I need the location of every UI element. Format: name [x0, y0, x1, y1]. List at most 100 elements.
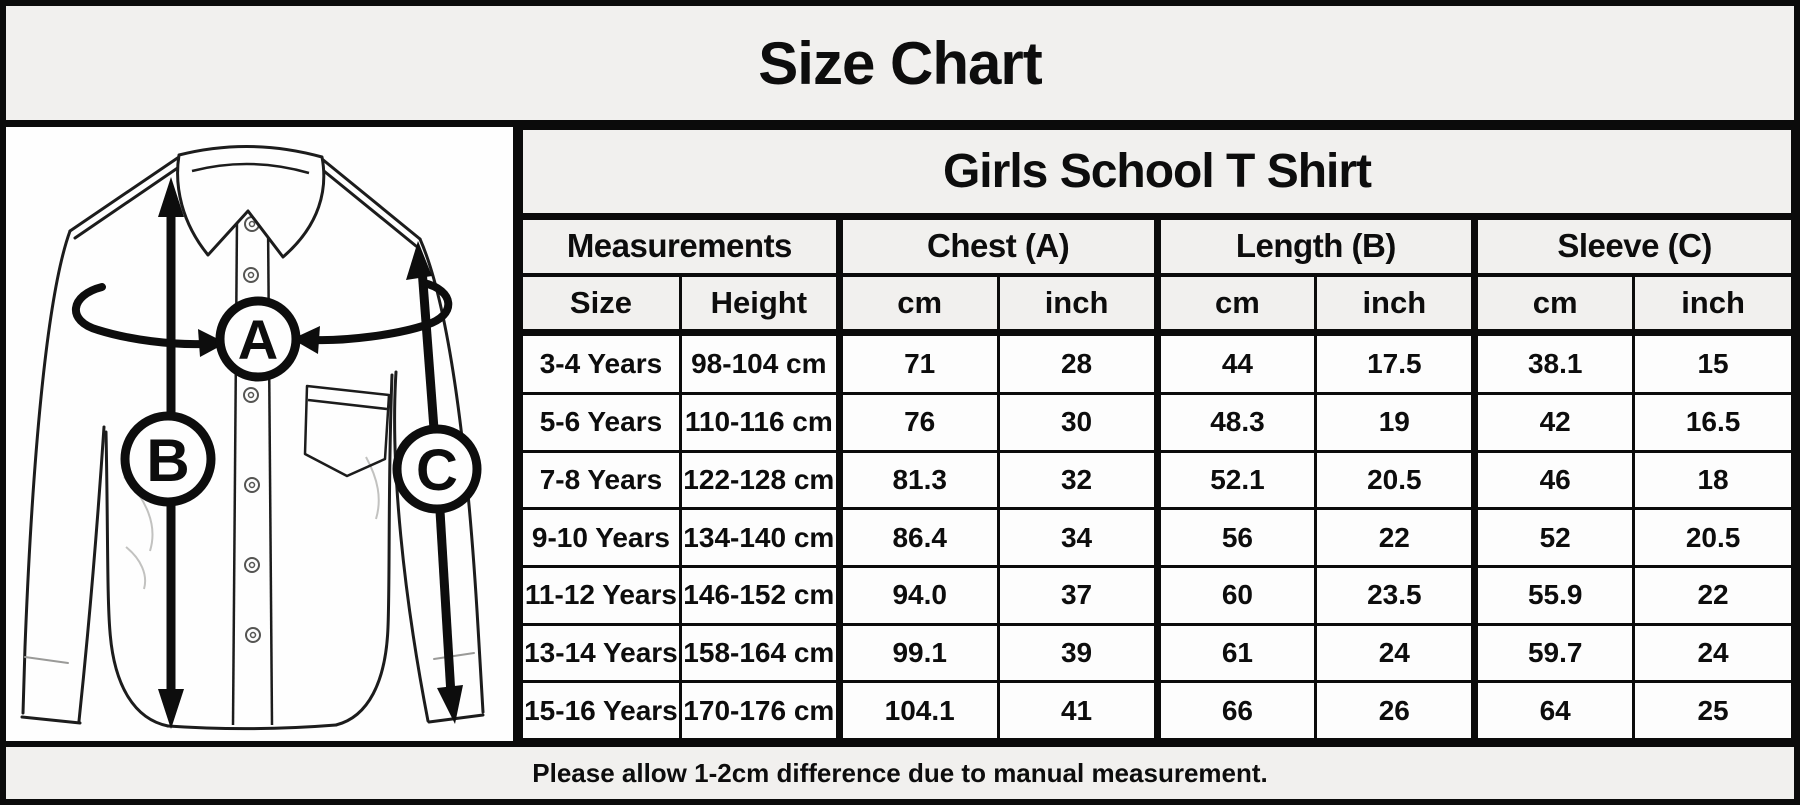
column-header-chest-inch: inch	[996, 273, 1159, 336]
table-cell: 37	[996, 564, 1159, 626]
shirt-body	[104, 373, 394, 731]
table-cell: 30	[996, 391, 1159, 453]
column-header-height: Height	[678, 273, 841, 336]
table-cell: 39	[996, 622, 1159, 684]
table-cell: 56	[1153, 507, 1318, 568]
table-cell: 146-152 cm	[678, 564, 841, 626]
button-icon	[245, 627, 261, 643]
table-cell: 19	[1314, 391, 1477, 453]
table-cell: 9-10 Years	[520, 507, 682, 568]
table-cell: 99.1	[835, 622, 1000, 684]
table-cell: 64	[1471, 680, 1636, 741]
table-cell: 122-128 cm	[678, 449, 841, 511]
table-cell: 3-4 Years	[520, 331, 682, 395]
table-cell: 22	[1632, 564, 1794, 626]
table-cell: 158-164 cm	[678, 622, 841, 684]
shirt-illustration: A B C	[20, 144, 485, 731]
column-header-sleeve-cm: cm	[1471, 273, 1636, 336]
chest-pocket	[303, 384, 391, 478]
table-cell: 41	[996, 680, 1159, 741]
group-header-row: Measurements Chest (A) Length (B) Sleeve…	[520, 215, 1794, 277]
group-header-sleeve: Sleeve (C)	[1471, 215, 1794, 277]
product-title-row: Girls School T Shirt	[520, 127, 1794, 220]
size-table-head: Girls School T Shirt Measurements Chest …	[520, 127, 1794, 336]
shoulder-seams	[68, 155, 422, 248]
table-cell: 26	[1314, 680, 1477, 741]
column-header-length-inch: inch	[1314, 273, 1477, 336]
table-cell: 170-176 cm	[678, 680, 841, 741]
table-cell: 104.1	[835, 680, 1000, 741]
table-cell: 28	[996, 331, 1159, 395]
table-cell: 46	[1471, 449, 1636, 511]
length-label: B	[146, 427, 189, 494]
table-cell: 94.0	[835, 564, 1000, 626]
chest-arrow	[72, 279, 453, 357]
table-cell: 18	[1632, 449, 1794, 511]
table-cell: 98-104 cm	[678, 331, 841, 395]
table-cell: 48.3	[1153, 391, 1318, 453]
product-title: Girls School T Shirt	[520, 127, 1794, 220]
table-cell: 86.4	[835, 507, 1000, 568]
column-header-size: Size	[520, 273, 682, 336]
table-cell: 24	[1632, 622, 1794, 684]
table-cell: 71	[835, 331, 1000, 395]
size-table-panel: Girls School T Shirt Measurements Chest …	[520, 127, 1794, 741]
button-icon	[244, 477, 260, 493]
table-cell: 55.9	[1471, 564, 1636, 626]
main-area: A B C Girls School T Shirt	[6, 127, 1794, 741]
left-sleeve	[20, 229, 106, 725]
table-cell: 17.5	[1314, 331, 1477, 395]
table-cell: 66	[1153, 680, 1318, 741]
shirt-diagram-panel: A B C	[6, 127, 520, 741]
table-cell: 24	[1314, 622, 1477, 684]
table-cell: 22	[1314, 507, 1477, 568]
table-cell: 16.5	[1632, 391, 1794, 453]
size-table: Girls School T Shirt Measurements Chest …	[520, 127, 1794, 741]
button-icon	[243, 387, 259, 403]
table-cell: 81.3	[835, 449, 1000, 511]
page-title: Size Chart	[758, 29, 1042, 97]
table-row: 9-10 Years 134-140 cm 86.4 34 56 22 52 20.5	[520, 507, 1794, 568]
footer-band: Please allow 1-2cm difference due to man…	[6, 741, 1794, 799]
table-row: 5-6 Years 110-116 cm 76 30 48.3 19 42 16.5	[520, 391, 1794, 453]
table-cell: 38.1	[1471, 331, 1636, 395]
table-cell: 32	[996, 449, 1159, 511]
table-cell: 15	[1632, 331, 1794, 395]
group-header-chest: Chest (A)	[835, 215, 1159, 277]
column-header-sleeve-inch: inch	[1632, 273, 1794, 336]
size-table-body: 3-4 Years 98-104 cm 71 28 44 17.5 38.1 15 5-6 Ye…	[520, 331, 1794, 741]
title-band: Size Chart	[6, 6, 1794, 127]
table-cell: 25	[1632, 680, 1794, 741]
sub-header-row: Size Height cm inch cm inch cm inch	[520, 273, 1794, 336]
sleeve-label: C	[416, 438, 458, 503]
button-placket	[231, 218, 274, 726]
buttons	[243, 216, 261, 643]
table-cell: 34	[996, 507, 1159, 568]
table-cell: 23.5	[1314, 564, 1477, 626]
table-cell: 5-6 Years	[520, 391, 682, 453]
button-icon	[244, 557, 260, 573]
button-icon	[243, 267, 259, 283]
length-label-badge: B	[120, 411, 216, 507]
group-header-length: Length (B)	[1153, 215, 1477, 277]
table-cell: 61	[1153, 622, 1318, 684]
table-row: 15-16 Years 170-176 cm 104.1 41 66 26 64 25	[520, 680, 1794, 741]
column-header-length-cm: cm	[1153, 273, 1318, 336]
table-cell: 59.7	[1471, 622, 1636, 684]
column-header-chest-cm: cm	[835, 273, 1000, 336]
table-cell: 20.5	[1632, 507, 1794, 568]
table-cell: 52	[1471, 507, 1636, 568]
table-cell: 20.5	[1314, 449, 1477, 511]
chest-label-badge: A	[215, 296, 301, 382]
group-header-measurements: Measurements	[520, 215, 841, 277]
sleeve-label-badge: C	[392, 424, 482, 514]
table-cell: 15-16 Years	[520, 680, 682, 741]
table-cell: 60	[1153, 564, 1318, 626]
table-cell: 134-140 cm	[678, 507, 841, 568]
table-cell: 110-116 cm	[678, 391, 841, 453]
table-row: 11-12 Years 146-152 cm 94.0 37 60 23.5 55.9 22	[520, 564, 1794, 626]
table-row: 3-4 Years 98-104 cm 71 28 44 17.5 38.1 15	[520, 331, 1794, 395]
right-sleeve	[393, 237, 485, 724]
measurement-note: Please allow 1-2cm difference due to man…	[532, 757, 1268, 788]
